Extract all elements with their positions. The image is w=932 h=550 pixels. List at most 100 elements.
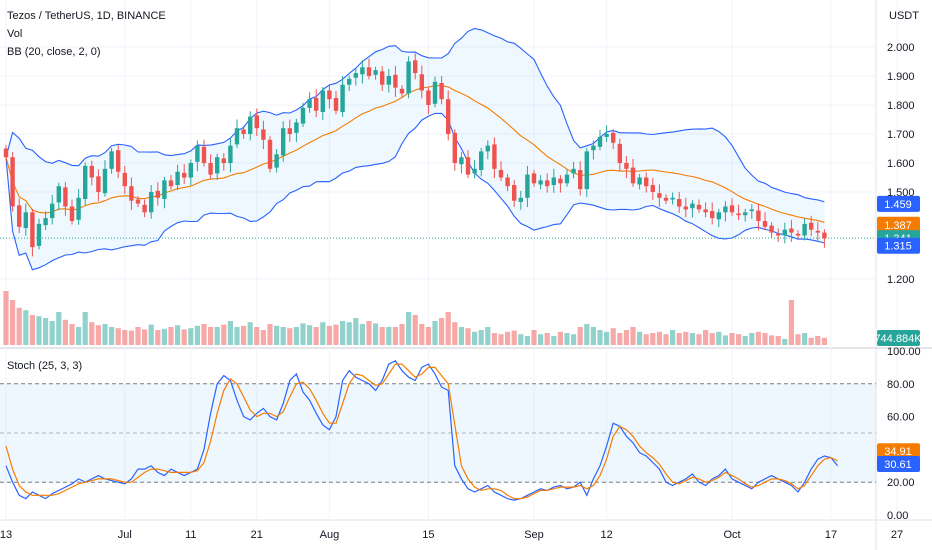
volume-bar <box>148 324 154 345</box>
candle-body <box>267 139 273 169</box>
candle <box>274 149 279 173</box>
candle <box>452 129 457 171</box>
candle-body <box>564 174 570 184</box>
time-tick-label: 17 <box>825 529 837 541</box>
candle-body <box>512 185 517 201</box>
volume-bar <box>610 328 616 345</box>
volume-bar <box>313 327 319 345</box>
candle <box>360 60 365 84</box>
volume-bar <box>775 336 781 345</box>
volume-bar <box>511 330 517 345</box>
badge-bb-upper-text: 1.459 <box>884 199 912 211</box>
volume-bar <box>161 328 167 345</box>
candle-body <box>175 171 180 185</box>
volume-bar <box>617 333 623 345</box>
volume-bar <box>821 337 827 345</box>
candle-body <box>228 145 233 163</box>
stoch-tick-label: 20.00 <box>887 477 915 489</box>
stoch-tick-label: 60.00 <box>887 412 915 424</box>
stoch-k-line <box>5 360 839 501</box>
candle-body <box>168 180 174 187</box>
candle-body <box>782 229 787 236</box>
candle <box>531 169 537 187</box>
candle-body <box>432 81 438 104</box>
candle-body <box>30 212 35 248</box>
chart-title: Tezos / TetherUS, 1D, BINANCE <box>7 10 166 22</box>
candle-body <box>729 205 735 213</box>
candle-body <box>294 122 299 133</box>
volume-bar <box>584 324 590 345</box>
badge-stoch-d-bg <box>877 443 920 460</box>
badge-stoch-k: 30.61 <box>877 456 920 472</box>
candle <box>809 215 814 237</box>
stoch-legend: Stoch (25, 3, 3) <box>7 360 82 372</box>
candle-body <box>538 180 543 185</box>
candle <box>789 219 794 242</box>
candle <box>597 129 603 151</box>
candle <box>248 111 253 141</box>
candle <box>743 208 748 222</box>
candle-body <box>677 199 682 207</box>
candle <box>564 169 570 187</box>
candle-body <box>505 177 510 187</box>
candle <box>122 165 127 195</box>
candle <box>23 203 28 236</box>
candle <box>657 184 662 208</box>
bb-legend: BB (20, close, 2, 0) <box>7 46 101 58</box>
candlesticks <box>3 53 827 257</box>
volume-bar <box>808 337 814 345</box>
volume-bar <box>729 333 735 345</box>
candle-body <box>710 211 715 219</box>
candle <box>175 164 180 190</box>
candle <box>373 66 378 80</box>
candle-body <box>347 78 352 85</box>
volume-bar <box>280 327 286 345</box>
candle-body <box>360 67 365 75</box>
candle-body <box>518 197 523 202</box>
volume-bar <box>478 330 484 345</box>
candle <box>690 200 695 218</box>
candle-body <box>670 197 675 200</box>
candle-body <box>624 163 629 169</box>
candle-body <box>716 212 721 220</box>
volume-bar <box>175 325 181 345</box>
axes: 2.0001.9001.8001.7001.6001.5001.200100.0… <box>0 42 921 541</box>
candle <box>776 228 781 242</box>
candle <box>10 151 15 212</box>
volume-bar <box>663 334 669 345</box>
candle-body <box>426 90 431 105</box>
badge-volume-bg <box>877 330 920 346</box>
candle-body <box>723 206 728 213</box>
time-tick-label: 13 <box>0 529 12 541</box>
candle-body <box>597 136 603 147</box>
volume-bar <box>716 331 722 345</box>
candle-body <box>492 144 497 169</box>
candle <box>756 203 761 231</box>
volume-bar <box>69 324 75 345</box>
candle <box>538 175 543 190</box>
stoch-tick-label: 80.00 <box>887 379 915 391</box>
volume-bar <box>557 331 563 345</box>
volume-bar <box>274 325 280 345</box>
candle <box>307 92 312 113</box>
candle <box>406 56 411 99</box>
candle <box>591 140 596 160</box>
candle <box>399 85 405 97</box>
candle-body <box>135 199 141 204</box>
candle <box>617 138 622 171</box>
candle-body <box>439 83 444 100</box>
candle <box>729 198 735 216</box>
candle-body <box>3 148 9 158</box>
bb-basis-line <box>5 85 825 223</box>
candle-body <box>663 197 669 201</box>
candle-body <box>690 203 695 209</box>
candle-body <box>261 129 266 140</box>
candle-body <box>756 210 761 221</box>
volume-bar <box>95 325 101 345</box>
candle-body <box>650 185 655 192</box>
candle-body <box>630 167 636 184</box>
volume-bar <box>36 316 42 345</box>
candle-body <box>822 232 827 239</box>
